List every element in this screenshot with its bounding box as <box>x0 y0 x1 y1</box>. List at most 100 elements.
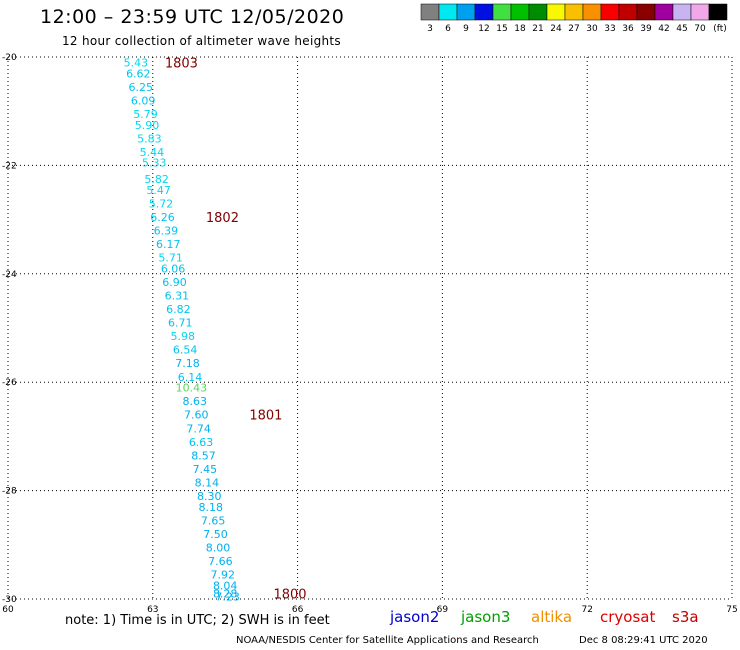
colorbar-tick-label: (ft) <box>713 24 727 34</box>
swh-value-label: 6.71 <box>168 317 193 330</box>
swh-value-label: 8.04 <box>213 579 238 592</box>
time-label: 1802 <box>206 211 239 226</box>
chart-subtitle: 12 hour collection of altimeter wave hei… <box>62 34 341 48</box>
x-tick-label: 66 <box>292 605 304 615</box>
swh-value-label: 7.74 <box>186 422 211 435</box>
swh-value-label: 5.47 <box>146 184 171 197</box>
swh-value-label: 5.43 <box>124 56 149 69</box>
swh-value-label: 7.45 <box>193 463 218 476</box>
swh-value-label: 6.31 <box>165 289 190 302</box>
satellite-label-cryosat: cryosat <box>600 608 656 626</box>
x-tick-label: 72 <box>581 605 592 615</box>
swh-value-label: 8.63 <box>183 395 208 408</box>
x-tick-label: 60 <box>2 605 14 615</box>
colorbar-swatch <box>546 3 566 21</box>
colorbar-tick-label: 18 <box>514 24 526 34</box>
swh-value-label: 10.43 <box>176 382 208 395</box>
swh-value-label: 5.98 <box>170 330 195 343</box>
colorbar-tick-label: 15 <box>496 24 507 34</box>
colorbar-tick-label: 36 <box>622 24 634 34</box>
swh-value-label: 8.28 <box>213 588 238 601</box>
colorbar-swatch <box>438 3 458 21</box>
colorbar-swatch <box>690 3 710 21</box>
colorbar-swatch <box>564 3 584 21</box>
satellite-label-jason3: jason3 <box>461 608 511 626</box>
colorbar-tick-label: 3 <box>427 24 433 34</box>
y-tick-label: -26 <box>2 378 17 388</box>
swh-value-label: 8.00 <box>206 542 231 555</box>
swh-value-label: 8.30 <box>197 490 222 503</box>
swh-value-label: 8.57 <box>191 449 216 462</box>
colorbar-tick-label: 39 <box>640 24 652 34</box>
colorbar-tick-label: 45 <box>676 24 687 34</box>
footer-note: note: 1) Time is in UTC; 2) SWH is in fe… <box>65 613 330 628</box>
swh-value-label: 6.26 <box>150 211 175 224</box>
swh-value-label: 6.14 <box>178 371 203 384</box>
x-tick-label: 69 <box>437 605 449 615</box>
x-tick-label: 75 <box>726 605 737 615</box>
colorbar-swatch <box>654 3 674 21</box>
y-tick-label: -24 <box>2 270 17 280</box>
swh-value-label: 5.90 <box>135 119 160 132</box>
satellite-label-s3a: s3a <box>672 608 699 626</box>
time-label: 1803 <box>165 56 198 71</box>
chart-title: 12:00 – 23:59 UTC 12/05/2020 <box>40 6 345 28</box>
colorbar-tick-label: 9 <box>463 24 469 34</box>
colorbar-swatch <box>708 3 728 21</box>
x-tick-label: 63 <box>147 605 158 615</box>
swh-value-label: 7.60 <box>184 409 209 422</box>
colorbar-swatch <box>636 3 656 21</box>
y-tick-label: -22 <box>2 161 17 171</box>
swh-value-label: 7.66 <box>208 555 233 568</box>
y-tick-label: -20 <box>2 53 17 63</box>
colorbar-swatch <box>582 3 602 21</box>
colorbar-swatch <box>672 3 692 21</box>
colorbar-tick-label: 27 <box>568 24 579 34</box>
satellite-label-altika: altika <box>531 608 573 626</box>
colorbar-swatch <box>528 3 548 21</box>
colorbar-tick-label: 12 <box>478 24 489 34</box>
colorbar-swatch <box>492 3 512 21</box>
swh-value-label: 6.39 <box>154 224 179 237</box>
colorbar-tick-label: 24 <box>550 24 562 34</box>
swh-value-label: 5.72 <box>149 197 174 210</box>
colorbar-tick-label: 70 <box>694 24 706 34</box>
colorbar-tick-label: 6 <box>445 24 451 34</box>
colorbar-tick-label: 42 <box>658 24 669 34</box>
swh-value-label: 6.25 <box>128 81 153 94</box>
swh-value-label: 6.82 <box>166 303 191 316</box>
time-label: 1801 <box>249 409 282 424</box>
colorbar-swatch <box>510 3 530 21</box>
swh-value-label: 7.65 <box>201 514 226 527</box>
timestamp: Dec 8 08:29:41 UTC 2020 <box>579 635 708 646</box>
credit-line: NOAA/NESDIS Center for Satellite Applica… <box>236 635 539 646</box>
colorbar-tick-label: 21 <box>532 24 543 34</box>
swh-value-label: 6.06 <box>161 262 186 275</box>
swh-value-label: 5.71 <box>158 252 183 265</box>
swh-value-label: 7.50 <box>203 528 228 541</box>
time-label: 1800 <box>273 588 306 603</box>
satellite-label-jason2: jason2 <box>390 608 440 626</box>
colorbar-swatch <box>474 3 494 21</box>
swh-value-label: 5.33 <box>142 157 167 170</box>
swh-value-label: 6.09 <box>131 94 156 107</box>
swh-value-label: 5.79 <box>133 108 158 121</box>
swh-value-label: 6.90 <box>162 276 187 289</box>
colorbar-swatch <box>618 3 638 21</box>
swh-value-label: 8.14 <box>195 476 220 489</box>
colorbar-swatch <box>420 3 440 21</box>
swh-value-label: 5.82 <box>144 173 169 186</box>
colorbar-swatch <box>456 3 476 21</box>
swh-value-label: 7.23 <box>215 590 240 603</box>
colorbar-tick-label: 30 <box>586 24 598 34</box>
swh-value-label: 7.18 <box>175 357 200 370</box>
swh-value-label: 6.54 <box>173 344 198 357</box>
y-tick-label: -28 <box>2 487 17 497</box>
swh-value-label: 5.83 <box>137 132 162 145</box>
colorbar-tick-label: 33 <box>604 24 615 34</box>
swh-value-label: 8.18 <box>198 501 223 514</box>
swh-value-label: 7.92 <box>211 569 236 582</box>
swh-value-label: 5.44 <box>140 146 165 159</box>
